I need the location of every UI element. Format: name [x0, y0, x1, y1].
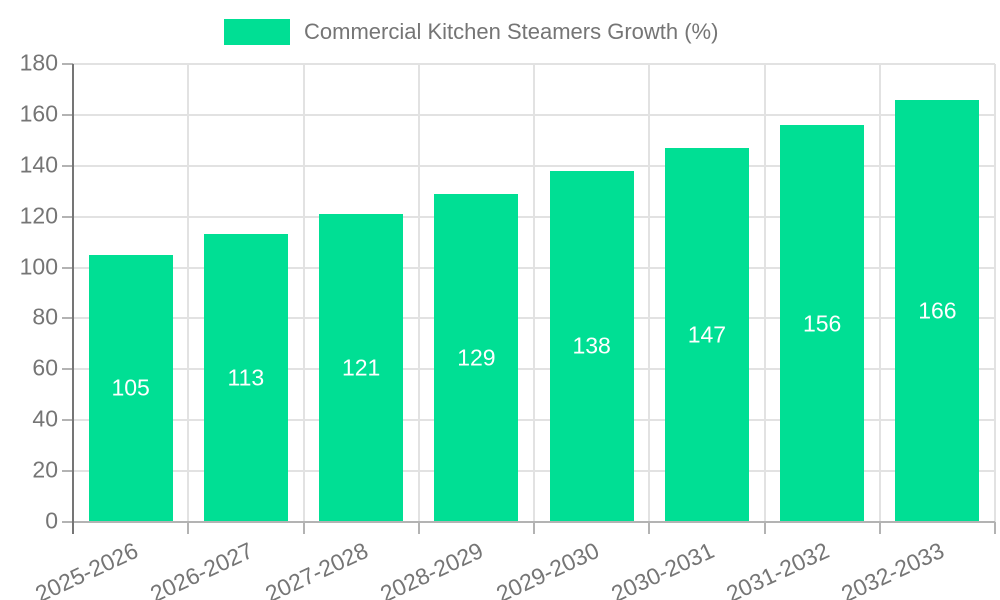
x-tick-label: 2027-2028	[261, 537, 373, 600]
bar-value-label: 147	[687, 321, 727, 348]
y-tick-label: 60	[32, 354, 58, 381]
y-tick	[62, 215, 73, 218]
bar-value-label: 166	[918, 297, 957, 324]
y-tick	[62, 164, 73, 167]
x-tick	[302, 522, 305, 534]
y-tick	[62, 521, 73, 523]
x-axis-line	[73, 521, 995, 523]
bar: 121	[319, 214, 404, 522]
y-tick	[62, 317, 73, 320]
x-tick-label: 2029-2030	[491, 537, 603, 600]
x-tick-label: 2028-2029	[376, 537, 488, 600]
bar-value-label: 105	[111, 374, 150, 401]
bar: 129	[434, 193, 519, 522]
x-tick	[878, 522, 881, 534]
x-tick-label: 2030-2031	[607, 537, 718, 600]
y-tick-label: 160	[19, 100, 58, 127]
x-tick-label: 2031-2032	[722, 537, 834, 600]
x-tick	[994, 522, 996, 534]
bar: 156	[780, 125, 865, 522]
gridline	[994, 64, 996, 522]
gridline	[878, 64, 881, 522]
x-tick	[648, 522, 651, 534]
y-tick	[62, 470, 73, 473]
bar-value-label: 121	[341, 354, 381, 381]
x-tick-label: 2025-2026	[30, 537, 142, 600]
y-tick	[62, 63, 73, 65]
x-tick	[533, 522, 535, 534]
y-tick	[62, 368, 73, 371]
gridline	[648, 64, 651, 522]
bar: 166	[895, 99, 980, 522]
bar-value-label: 156	[802, 310, 842, 337]
x-tick	[187, 522, 190, 534]
legend-swatch	[224, 19, 290, 45]
bar: 147	[664, 147, 749, 522]
y-tick	[62, 113, 73, 116]
y-tick-label: 140	[19, 151, 58, 178]
y-tick-label: 80	[32, 303, 58, 330]
gridline	[417, 64, 420, 522]
chart-legend: Commercial Kitchen Steamers Growth (%)	[224, 17, 718, 47]
gridline	[302, 64, 305, 522]
x-tick-label: 2032-2033	[837, 537, 949, 600]
y-tick-label: 20	[32, 456, 58, 483]
y-tick-label: 180	[19, 49, 58, 76]
x-tick	[763, 522, 766, 534]
bar: 105	[88, 254, 173, 522]
y-tick-label: 120	[19, 202, 58, 229]
bar-value-label: 129	[457, 344, 496, 371]
y-tick-label: 40	[32, 405, 58, 432]
gridline	[187, 64, 190, 522]
y-tick-label: 100	[19, 252, 58, 279]
chart-title: Commercial Kitchen Steamers Growth (%)	[304, 19, 719, 44]
gridline	[763, 64, 766, 522]
bar: 138	[549, 170, 634, 522]
bar-value-label: 138	[572, 332, 611, 359]
bar-value-label: 113	[227, 364, 265, 391]
y-tick	[62, 266, 73, 269]
x-tick	[417, 522, 420, 534]
gridline	[533, 64, 535, 522]
y-tick-label: 0	[45, 507, 58, 534]
x-tick-label: 2026-2027	[146, 537, 257, 600]
y-tick	[62, 419, 73, 422]
bar: 113	[203, 234, 288, 522]
y-axis-line	[72, 64, 74, 534]
